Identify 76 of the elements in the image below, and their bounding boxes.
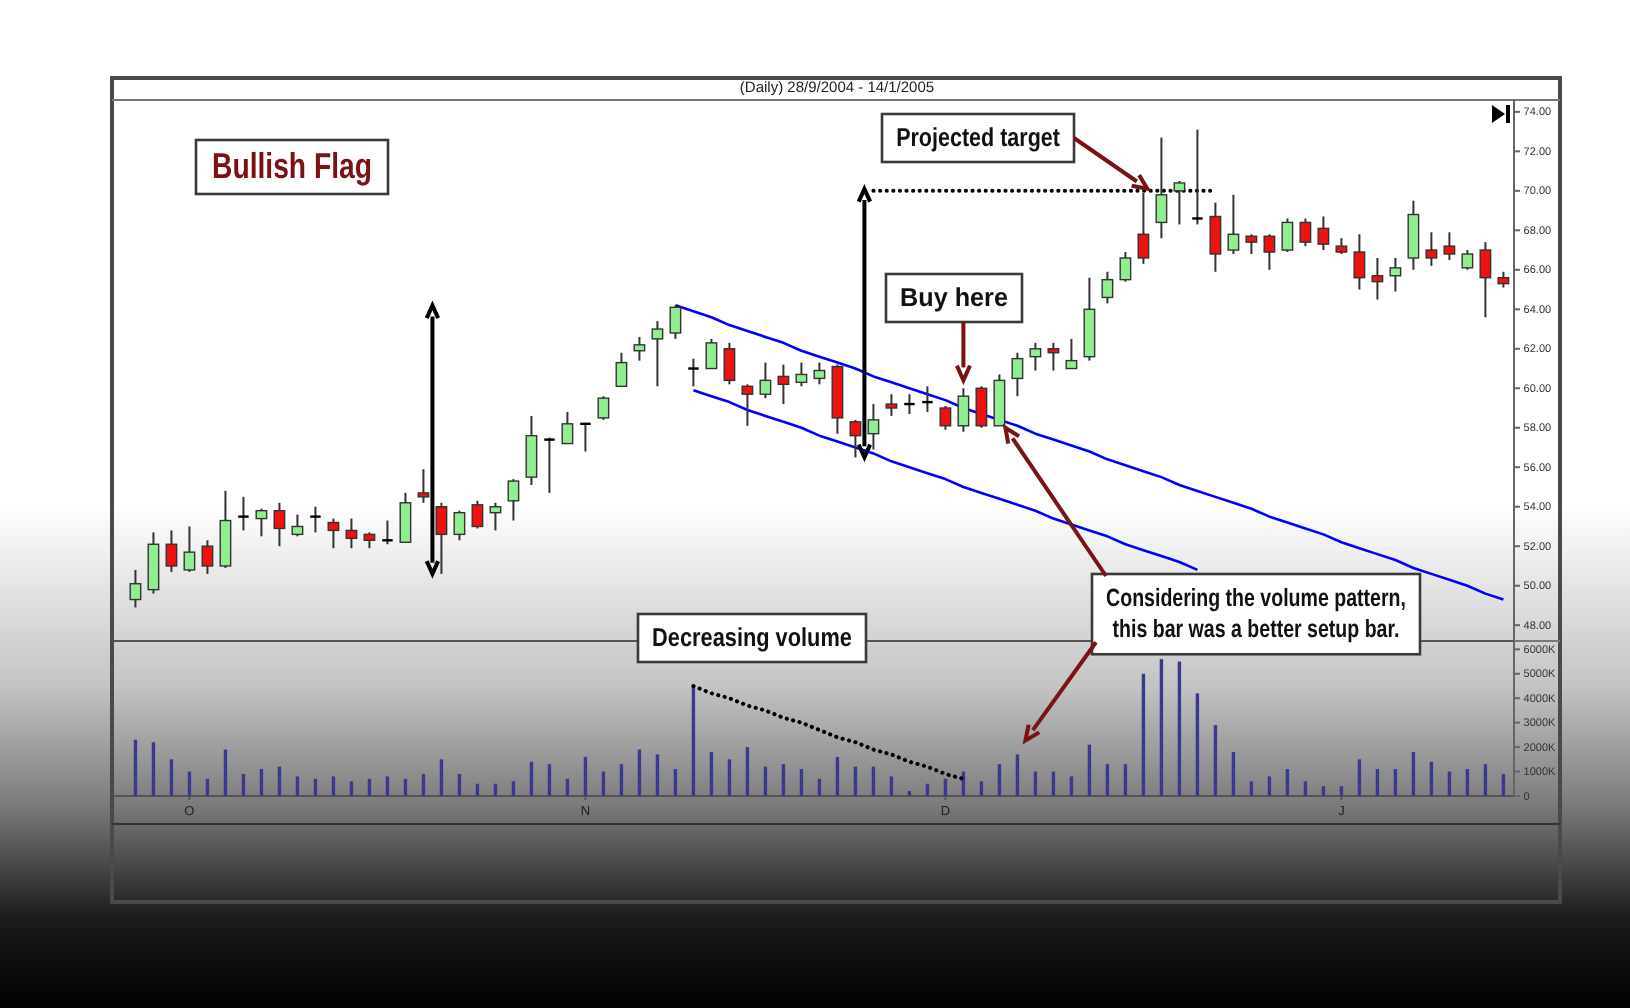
- candlestick: [1155, 136, 1168, 240]
- candlestick: [219, 489, 232, 569]
- candlestick: [291, 513, 304, 538]
- annotation: Projected target: [896, 121, 1060, 153]
- candlestick: [183, 525, 196, 573]
- candlestick: [1047, 341, 1060, 372]
- candlestick: [255, 507, 268, 538]
- candlestick: [723, 341, 736, 386]
- annotation: Decreasing volume: [652, 621, 853, 653]
- annotation: Bullish Flag: [212, 146, 372, 187]
- candlestick: [1425, 231, 1438, 267]
- candlestick: [382, 519, 393, 546]
- candlestick: [399, 491, 412, 544]
- candlestick: [1101, 270, 1114, 305]
- candlestick: [1371, 256, 1384, 301]
- candlestick: [1029, 341, 1042, 372]
- candlestick: [705, 337, 718, 370]
- candlestick: [993, 373, 1006, 427]
- candlestick: [435, 501, 448, 575]
- candlestick: [1119, 251, 1132, 283]
- candlestick: [1443, 231, 1456, 261]
- candlestick: [867, 403, 880, 451]
- candlestick: [489, 501, 502, 532]
- candlestick: [201, 539, 214, 575]
- candlestick: [975, 385, 988, 429]
- candlestick: [1083, 276, 1096, 362]
- candlestick: [1317, 215, 1330, 252]
- candlestick: [1065, 337, 1078, 370]
- annotation: Buy here: [900, 281, 1008, 312]
- candlestick: [669, 304, 682, 340]
- candlestick: [1263, 233, 1276, 271]
- line-series: [691, 684, 966, 781]
- candlestick: [1209, 201, 1222, 273]
- candlestick: [795, 361, 808, 388]
- candlestick: [1173, 179, 1186, 226]
- candlestick: [165, 529, 178, 573]
- candlestick: [1389, 256, 1402, 293]
- candlestick: [471, 499, 484, 530]
- candlestick: [525, 414, 538, 487]
- candlestick: [741, 383, 754, 427]
- candlestick: [1299, 217, 1312, 248]
- candlestick: [1479, 241, 1492, 319]
- candlestick: [1281, 217, 1294, 254]
- candlestick: [1137, 191, 1150, 265]
- candlestick: [1011, 351, 1024, 398]
- candlestick: [885, 393, 898, 417]
- candlestick: [759, 361, 772, 400]
- candlestick: [849, 418, 862, 459]
- candlestick: [453, 509, 466, 542]
- candlestick: [813, 361, 826, 386]
- candlestick: [957, 387, 970, 433]
- candlestick: [1227, 193, 1240, 256]
- candlestick: [688, 357, 699, 388]
- candlestick: [507, 478, 520, 522]
- candlestick: [615, 351, 628, 388]
- candlestick: [597, 395, 610, 421]
- candlestick: [417, 468, 430, 504]
- candlestick: [777, 363, 790, 406]
- candlestick: [939, 405, 952, 431]
- candlestick: [1353, 233, 1366, 291]
- annotation: Considering the volume pattern, this bar was a better setup bar.: [1106, 585, 1406, 644]
- candlestick: [345, 517, 358, 550]
- candlestick: [544, 436, 555, 494]
- candlestick: [327, 517, 340, 550]
- candlestick: [310, 505, 321, 534]
- candlestick: [1245, 233, 1258, 256]
- candlestick: [129, 568, 142, 609]
- candlestick: [561, 410, 574, 445]
- candlestick: [147, 531, 160, 595]
- candlestick: [633, 335, 646, 362]
- candlestick: [1461, 249, 1474, 271]
- line-series: [692, 388, 1199, 572]
- candlestick: [238, 495, 249, 532]
- candlestick: [1407, 199, 1420, 271]
- candlestick: [273, 501, 286, 548]
- candlestick: [651, 320, 664, 388]
